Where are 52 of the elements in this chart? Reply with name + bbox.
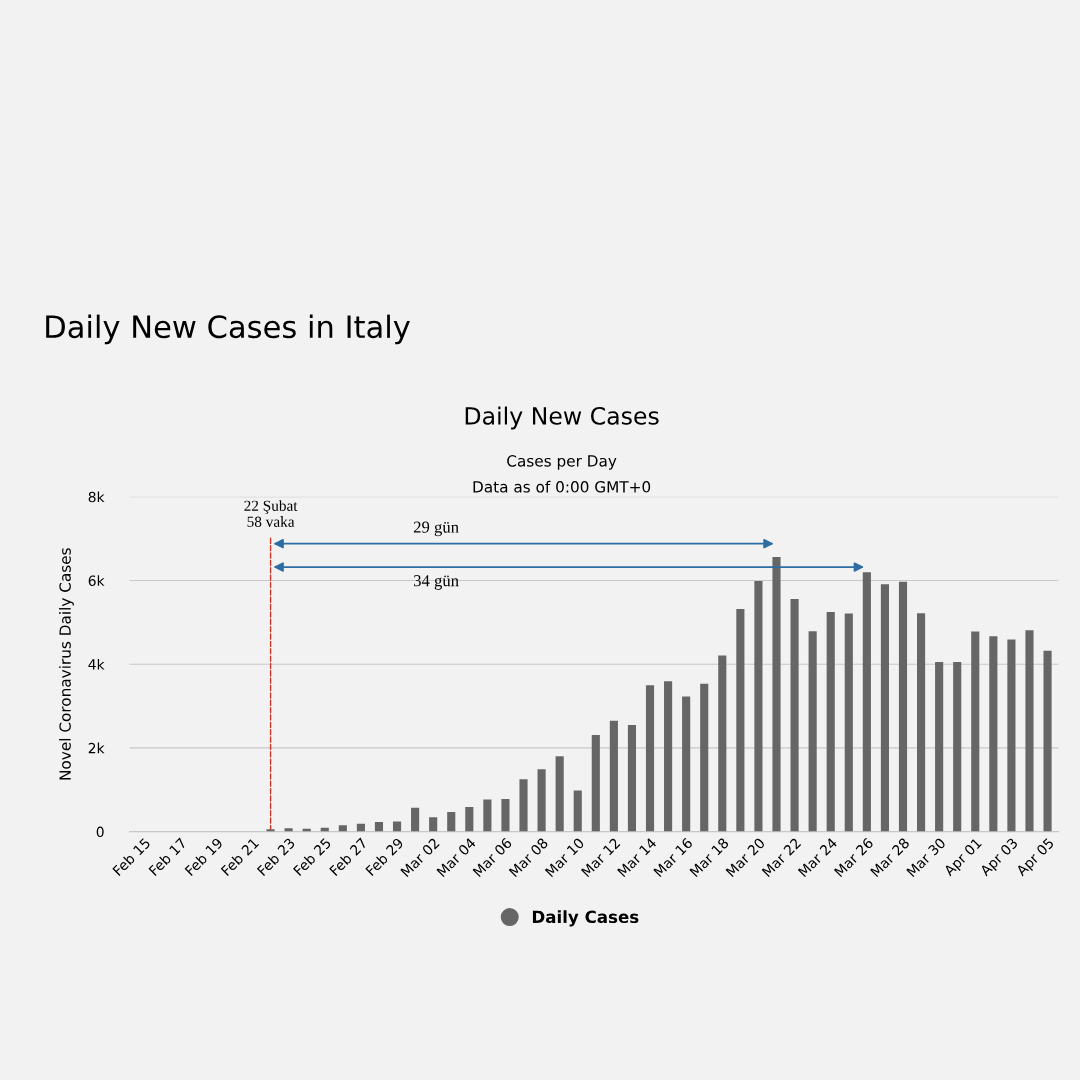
bar — [465, 806, 474, 832]
bar — [627, 724, 637, 832]
bar — [447, 811, 456, 832]
y-tick-label: 4k — [88, 658, 105, 670]
bar — [519, 779, 528, 832]
bar — [411, 807, 420, 832]
bar — [880, 584, 889, 832]
bar — [591, 734, 600, 832]
y-tick-label: 0 — [96, 826, 104, 838]
bar — [953, 662, 962, 832]
bar — [1043, 650, 1052, 832]
annotation: 34 gün — [413, 575, 459, 590]
y-tick-label: 6k — [88, 575, 105, 586]
bar — [971, 631, 980, 832]
bar — [862, 572, 871, 832]
bar — [700, 683, 709, 832]
bar — [429, 817, 438, 832]
bar — [844, 613, 853, 832]
bar — [898, 581, 908, 832]
bar — [573, 790, 582, 832]
text: Cases per Day — [507, 455, 617, 470]
bar — [989, 636, 998, 832]
bar — [772, 557, 781, 832]
y-tick-label: 8k — [88, 491, 105, 503]
bar — [718, 655, 727, 832]
bar — [664, 681, 673, 832]
y-axis-title: Novel Coronavirus Daily Cases — [59, 548, 74, 780]
bar — [935, 662, 944, 832]
text: Data as of 0:00 GMT+0 — [473, 480, 651, 493]
bar — [645, 685, 655, 832]
bar — [808, 631, 817, 832]
bar — [917, 613, 926, 832]
bar — [1007, 639, 1016, 832]
bar — [790, 598, 799, 832]
bar — [501, 798, 510, 832]
bar — [537, 769, 546, 832]
bar — [682, 696, 691, 832]
bar — [483, 799, 492, 832]
legend-label: Daily Cases — [532, 910, 639, 927]
bar — [826, 611, 835, 832]
annotation: 29 gün — [413, 521, 459, 537]
y-tick-label: 2k — [88, 742, 105, 754]
bar — [736, 608, 745, 832]
bar — [555, 756, 564, 832]
bar — [754, 580, 763, 832]
bar — [338, 825, 347, 832]
bar — [374, 821, 384, 832]
chart-subtitle: Daily New Cases — [465, 406, 659, 430]
bar — [609, 720, 618, 832]
annotation: 22 Şubat 58 vaka — [244, 500, 298, 527]
bar — [1025, 630, 1034, 832]
chart-title: Daily New Cases in Italy — [46, 314, 410, 345]
